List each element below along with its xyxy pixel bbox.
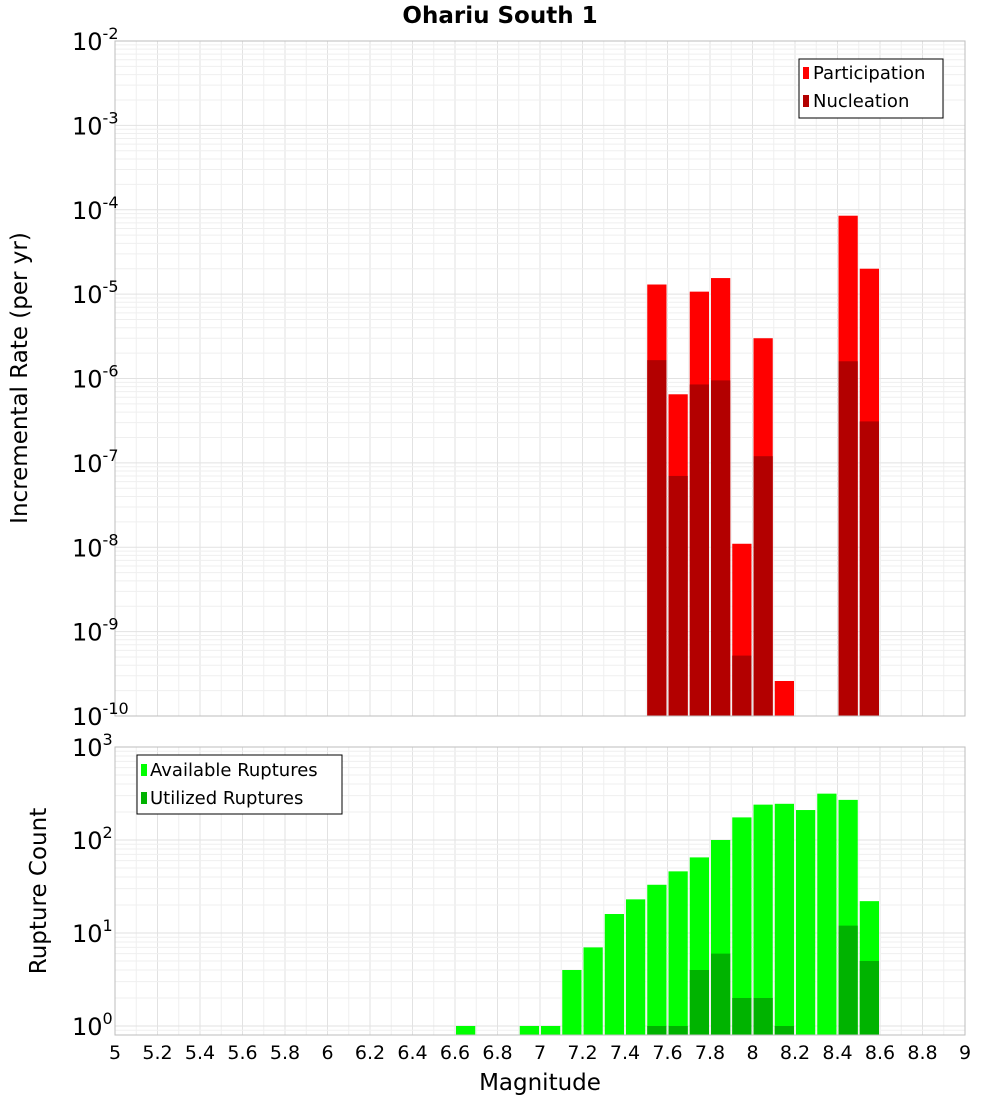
bottom-plot-frame <box>114 746 966 1036</box>
participation-bar <box>774 680 794 716</box>
x-tick-label: 5 <box>109 1042 121 1064</box>
nucleation-bar <box>647 360 667 716</box>
available-ruptures-bar <box>796 810 816 1035</box>
chart-title: Ohariu South 1 <box>402 3 597 29</box>
available-ruptures-bar <box>583 947 603 1035</box>
legend-nucleation-label: Nucleation <box>813 91 909 112</box>
available-ruptures-bar <box>519 1025 539 1035</box>
top-y-tick-labels: 10-10 10-9 10-8 10-7 10-6 10-5 10-4 10-3 10-2 <box>72 24 129 731</box>
x-tick-label: 6.6 <box>440 1042 470 1064</box>
available-ruptures-bar <box>604 914 624 1035</box>
y-tick-label: 101 <box>72 916 113 948</box>
x-tick-label: 8.2 <box>780 1042 810 1064</box>
legend-available-swatch <box>141 764 147 776</box>
x-tick-labels: 5 5.2 5.4 5.6 5.8 6 6.2 6.4 6.6 6.8 7 7.2 7.4 7.6 7.8 8… <box>109 1042 971 1064</box>
y-tick-label: 10-6 <box>72 362 119 394</box>
nucleation-bar <box>732 655 752 716</box>
nucleation-bar <box>711 380 731 716</box>
bottom-legend-box <box>136 754 343 815</box>
x-tick-label: 6.8 <box>482 1042 512 1064</box>
y-tick-label: 102 <box>72 823 113 855</box>
nucleation-bar <box>668 475 688 716</box>
x-tick-label: 6.4 <box>397 1042 427 1064</box>
utilized-ruptures-bar <box>711 953 731 1035</box>
x-tick-label: 9 <box>959 1042 971 1064</box>
nucleation-bar <box>859 421 879 716</box>
y-tick-label: 10-3 <box>72 108 119 140</box>
x-tick-label: 5.4 <box>185 1042 215 1064</box>
top-legend: Participation Nucleation <box>798 58 944 119</box>
y-tick-label: 100 <box>72 1009 113 1041</box>
y-tick-label: 10-2 <box>72 24 119 56</box>
bottom-legend: Available Ruptures Utilized Ruptures <box>136 754 343 815</box>
x-tick-label: 7 <box>534 1042 546 1064</box>
utilized-ruptures-bars <box>647 925 879 1035</box>
utilized-ruptures-bar <box>668 1025 688 1035</box>
x-tick-label: 8.6 <box>865 1042 895 1064</box>
available-ruptures-bar <box>562 969 582 1035</box>
x-tick-label: 5.6 <box>227 1042 257 1064</box>
legend-utilized-label: Utilized Ruptures <box>150 788 303 809</box>
y-tick-label: 10-9 <box>72 615 119 647</box>
top-legend-box <box>798 58 944 119</box>
utilized-ruptures-bar <box>859 960 879 1035</box>
available-ruptures-bar <box>626 899 646 1035</box>
legend-nucleation-swatch <box>803 95 809 107</box>
available-ruptures-bar <box>541 1025 561 1035</box>
available-ruptures-bar <box>774 803 794 1035</box>
x-tick-label: 8 <box>746 1042 758 1064</box>
legend-participation-swatch <box>803 67 809 79</box>
x-tick-label: 7.8 <box>695 1042 725 1064</box>
top-plot-frame <box>114 40 966 717</box>
top-y-axis-label: Incremental Rate (per yr) <box>7 232 33 524</box>
top-gridlines <box>114 40 966 717</box>
available-ruptures-bar <box>732 817 752 1035</box>
bottom-y-axis-label: Rupture Count <box>26 808 52 974</box>
x-tick-label: 5.8 <box>270 1042 300 1064</box>
x-tick-label: 6.2 <box>355 1042 385 1064</box>
y-tick-label: 10-4 <box>72 193 119 225</box>
x-tick-label: 7.4 <box>610 1042 640 1064</box>
utilized-ruptures-bar <box>838 925 858 1035</box>
available-ruptures-bar <box>753 804 773 1035</box>
y-tick-label: 10-8 <box>72 530 119 562</box>
available-ruptures-bar <box>668 871 688 1035</box>
bottom-y-tick-labels: 100 101 102 103 <box>72 730 113 1041</box>
utilized-ruptures-bar <box>689 969 709 1035</box>
utilized-ruptures-bar <box>774 1025 794 1035</box>
y-tick-label: 103 <box>72 730 113 762</box>
nucleation-bar <box>753 456 773 716</box>
y-tick-label: 10-5 <box>72 277 119 309</box>
nucleation-bar <box>838 361 858 716</box>
x-tick-label: 5.2 <box>142 1042 172 1064</box>
legend-utilized-swatch <box>141 792 147 804</box>
utilized-ruptures-bar <box>732 997 752 1035</box>
nucleation-bars <box>647 360 879 716</box>
available-ruptures-bar <box>456 1025 476 1035</box>
y-tick-label: 10-10 <box>72 699 129 731</box>
x-tick-label: 6 <box>321 1042 333 1064</box>
x-tick-label: 7.2 <box>567 1042 597 1064</box>
legend-participation-label: Participation <box>813 63 925 84</box>
y-tick-label: 10-7 <box>72 446 119 478</box>
utilized-ruptures-bar <box>753 997 773 1035</box>
available-ruptures-bars <box>456 793 879 1035</box>
x-axis-label: Magnitude <box>479 1070 601 1096</box>
available-ruptures-bar <box>647 884 667 1035</box>
utilized-ruptures-bar <box>647 1025 667 1035</box>
x-tick-label: 7.6 <box>652 1042 682 1064</box>
available-ruptures-bar <box>817 793 837 1035</box>
participation-nucleation-panel: 10-10 10-9 10-8 10-7 10-6 10-5 10-4 10-3 10-2 In… <box>7 24 966 731</box>
nucleation-bar <box>689 384 709 716</box>
rupture-count-panel: 100 101 102 103 Rupture Count Available Rup… <box>26 730 971 1096</box>
legend-available-label: Available Ruptures <box>150 760 318 781</box>
x-tick-label: 8.8 <box>907 1042 937 1064</box>
x-tick-label: 8.4 <box>822 1042 852 1064</box>
